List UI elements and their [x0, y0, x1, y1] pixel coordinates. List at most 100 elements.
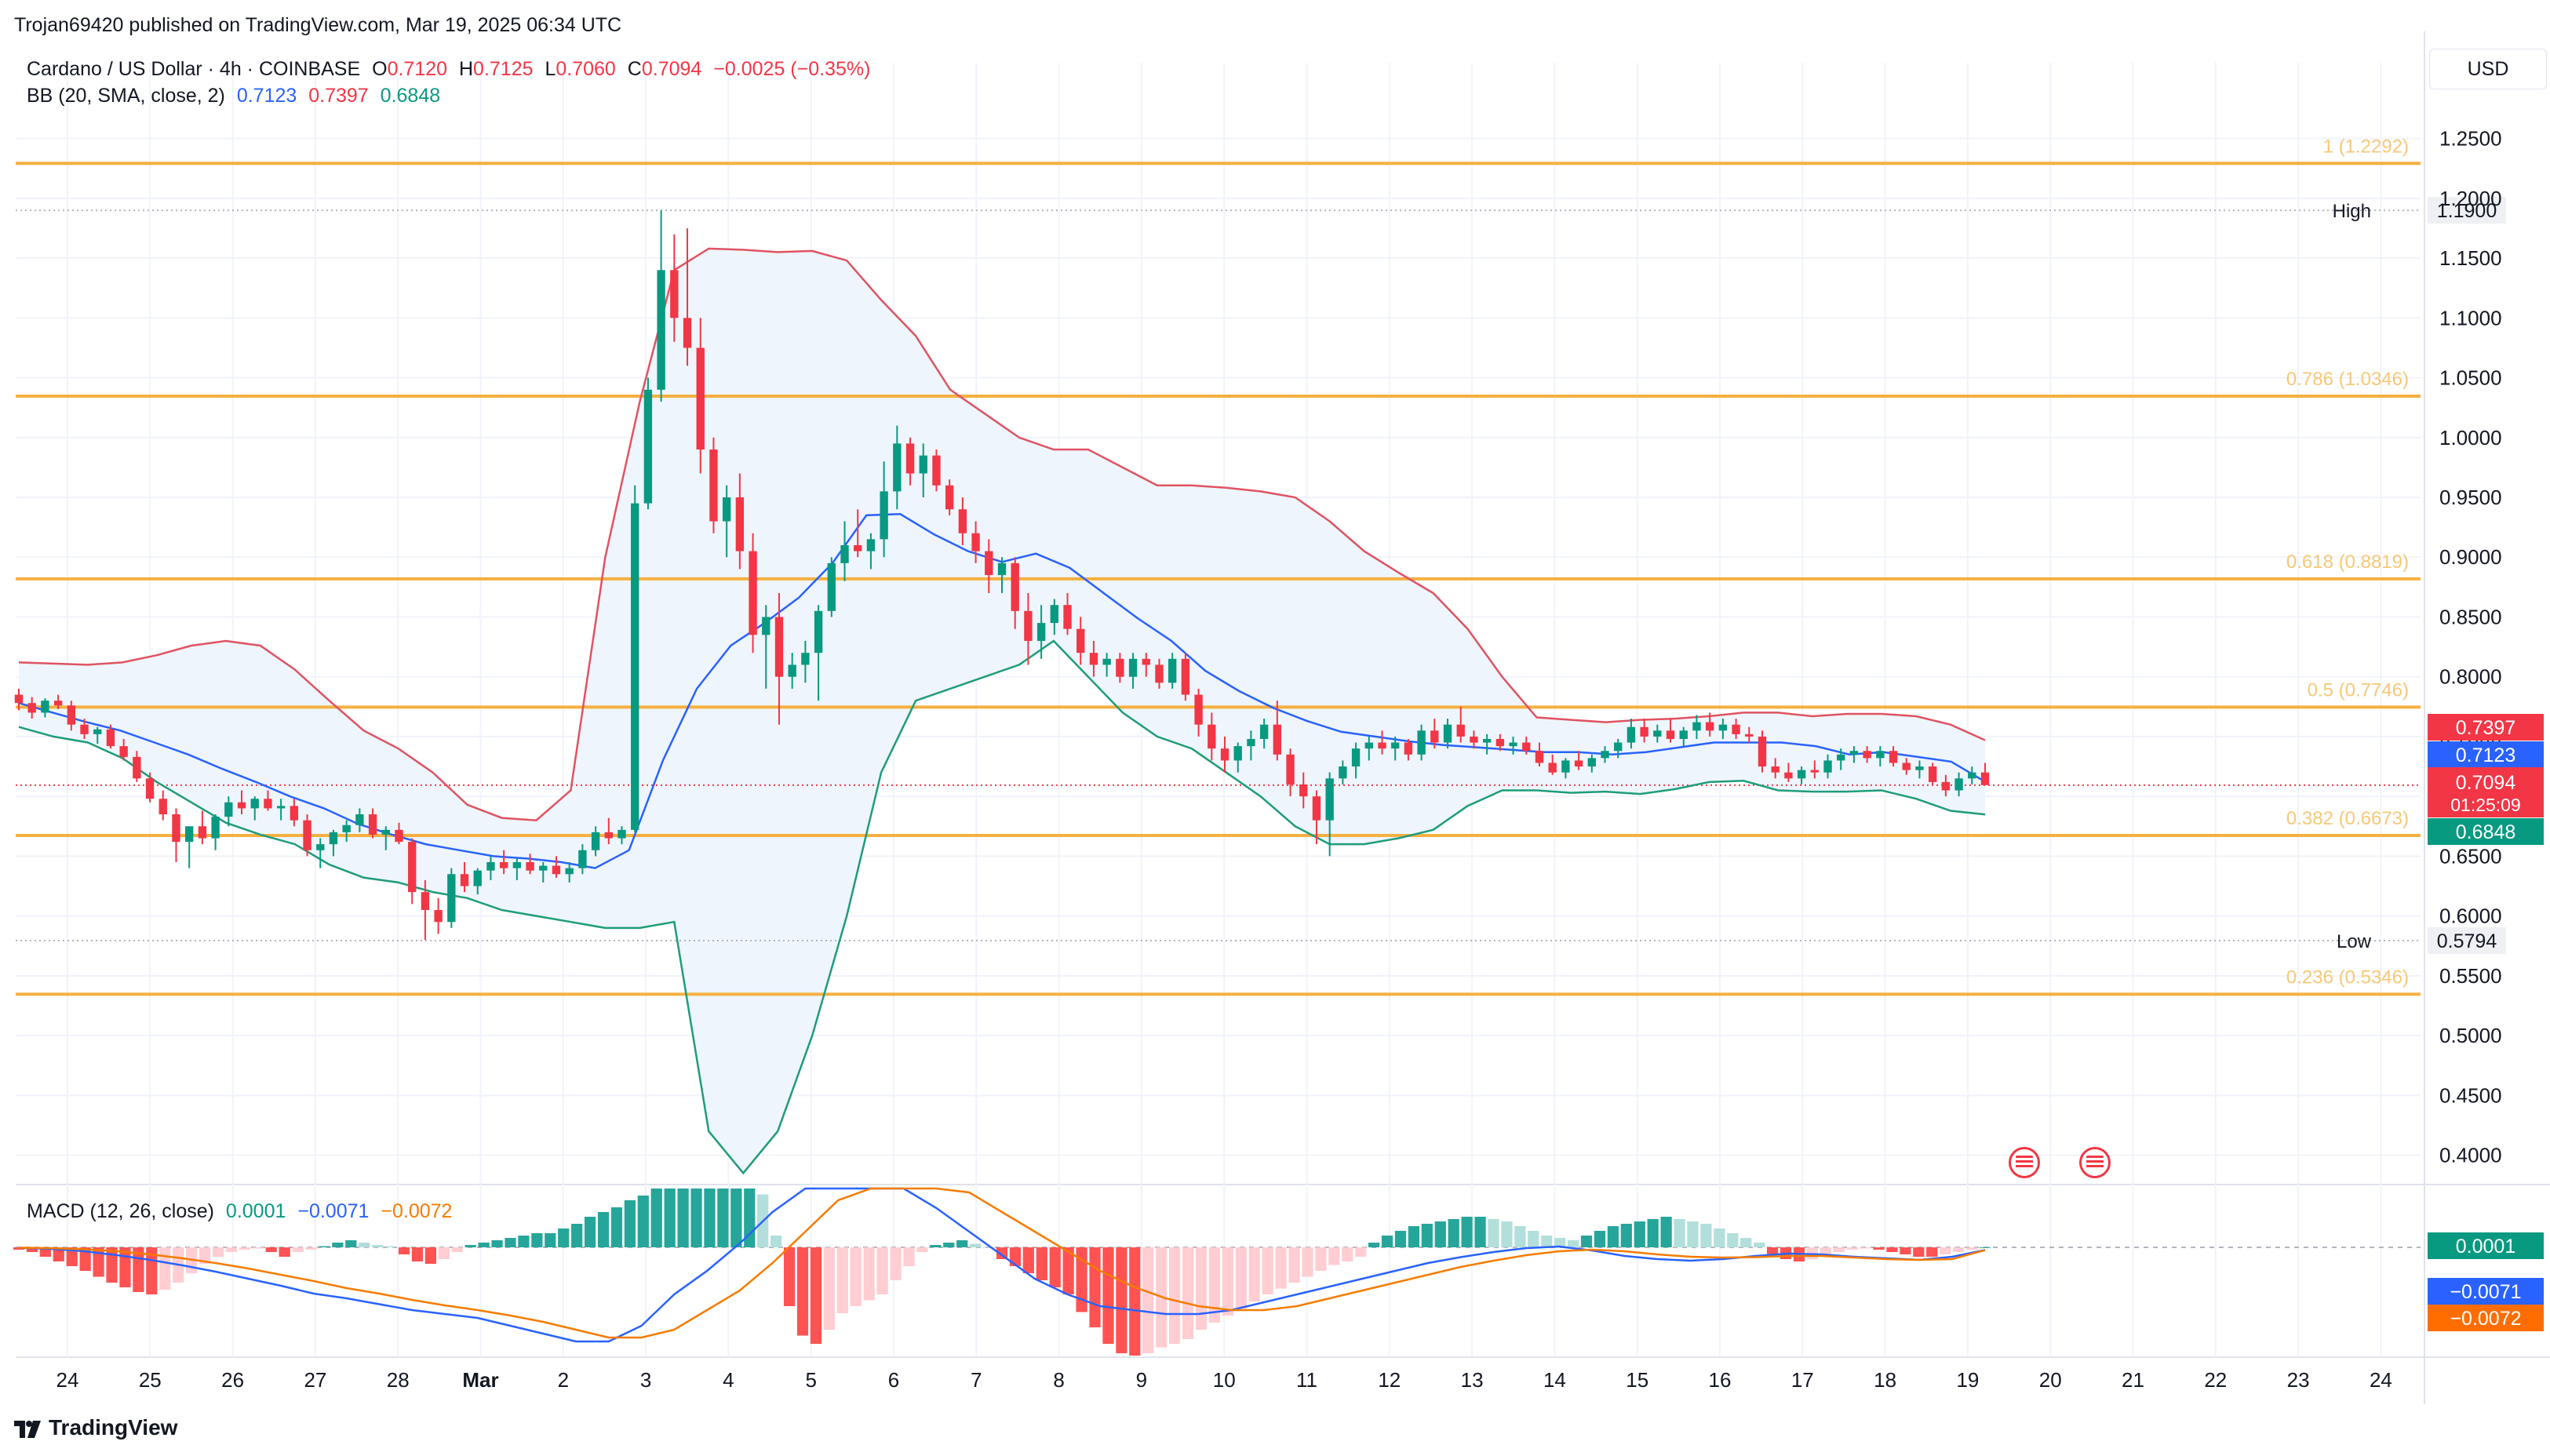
candle-body: [1259, 724, 1269, 739]
macd-histogram-bar: [970, 1243, 982, 1247]
candle-body: [827, 562, 836, 611]
macd-histogram-bar: [597, 1212, 610, 1247]
candle-body: [1417, 730, 1426, 755]
candle-body: [631, 503, 639, 830]
macd-histogram-bar: [1328, 1247, 1340, 1265]
candle-body: [473, 870, 482, 886]
macd-histogram-bar: [610, 1207, 623, 1247]
bb-legend[interactable]: BB (20, SMA, close, 2) 0.7123 0.7397 0.6…: [27, 85, 440, 107]
macd-histogram-bar: [850, 1247, 862, 1306]
macd-histogram-bar: [717, 1188, 729, 1247]
high-low-lines: High 1.1900 Low 0.5794: [16, 197, 2506, 955]
macd-histogram-bar: [106, 1247, 118, 1283]
candle-body: [945, 485, 954, 510]
macd-histogram-bar: [1528, 1231, 1539, 1247]
candle-body: [290, 806, 299, 821]
x-tick-label: 24: [2370, 1368, 2392, 1392]
signal-line: [18, 1187, 1986, 1339]
macd-histogram-bar: [212, 1247, 224, 1257]
macd-histogram-bar: [1674, 1219, 1685, 1247]
macd-histogram-bar: [319, 1246, 330, 1247]
macd-histogram-bar: [478, 1243, 490, 1247]
candle-body: [1220, 748, 1229, 761]
macd-histogram-bar: [1355, 1247, 1367, 1257]
candle-body: [1181, 658, 1190, 695]
candle-body: [1797, 770, 1806, 779]
candle-body: [237, 802, 246, 809]
candle-body: [1495, 738, 1505, 747]
candle-body: [1063, 605, 1072, 629]
candle-body: [1509, 742, 1517, 747]
bb-basis-text: 0.7123: [2456, 744, 2515, 766]
x-tick-label: 22: [2204, 1368, 2227, 1392]
us-event-flag-icon[interactable]: [2009, 1147, 2040, 1178]
candle-body: [1928, 766, 1937, 782]
macd-histogram-bar: [345, 1240, 357, 1247]
fib-label: 0.5 (0.7746): [2308, 679, 2409, 701]
macd-histogram-bar: [66, 1247, 78, 1266]
high_marker-label: High: [2333, 201, 2371, 222]
macd-histogram-bar: [1262, 1247, 1273, 1294]
macd-histogram-bar: [876, 1247, 888, 1294]
macd-histogram-bar: [1594, 1231, 1606, 1247]
macd-histogram-bar: [545, 1233, 556, 1247]
macd-histogram-bar: [1302, 1247, 1313, 1277]
close-label: C: [627, 58, 642, 80]
candle-body: [578, 850, 587, 868]
macd-histogram-bar: [252, 1247, 264, 1249]
macd-histogram-bar: [863, 1247, 875, 1301]
x-tick-label: 15: [1626, 1368, 1648, 1392]
bb-fill-area: [19, 248, 1985, 1174]
candle-body: [486, 862, 495, 871]
macd-histogram-bar: [1342, 1247, 1353, 1261]
macd-histogram-bar: [664, 1188, 676, 1247]
candles: [14, 210, 1990, 941]
time-axis: 24 25 26 27 28 Mar 2 3 4 5 6 7 8 9 10 11 12 13 14 15 16 17 18 1…: [56, 1368, 2392, 1392]
low-label: L: [545, 58, 556, 80]
macd-histogram-bar: [1275, 1247, 1287, 1289]
candle-body: [53, 701, 63, 706]
macd-legend[interactable]: MACD (12, 26, close) 0.0001 −0.0071 −0.0…: [27, 1200, 452, 1223]
bb-lower-badge: [2428, 818, 2544, 845]
x-tick-label: 17: [1791, 1368, 1814, 1392]
macd-signal-value: −0.0072: [381, 1200, 453, 1222]
candle-body: [657, 270, 665, 390]
x-tick-label: 10: [1213, 1368, 1236, 1392]
x-tick-label: Mar: [462, 1368, 498, 1392]
macd-histogram-bar: [1926, 1247, 1938, 1257]
candle-body: [1561, 760, 1570, 773]
macd-histogram-bar: [1368, 1243, 1380, 1247]
candle-body: [617, 829, 626, 839]
candle-body: [1915, 766, 1924, 770]
macd-histogram-bar: [1062, 1247, 1074, 1294]
currency-button[interactable]: USD: [2429, 49, 2547, 89]
macd-histogram-bar: [438, 1247, 450, 1259]
macd-histogram-bar: [1208, 1247, 1221, 1323]
macd-histogram-bar: [1913, 1247, 1925, 1257]
candle-body: [434, 910, 443, 923]
candle-body: [1968, 772, 1976, 779]
open-label: O: [372, 58, 388, 80]
macd-histogram-bar: [279, 1247, 290, 1257]
y-tick-label: 1.2000: [2439, 187, 2502, 210]
macd-histogram-bar: [199, 1247, 211, 1264]
candle-body: [93, 729, 102, 734]
us-event-flag-icon[interactable]: [2079, 1147, 2111, 1178]
candle-body: [316, 844, 325, 850]
candle-body: [1587, 758, 1596, 767]
macd-histogram-bar: [1607, 1226, 1619, 1247]
candle-body: [932, 455, 941, 486]
y-tick-label: 0.4500: [2439, 1083, 2502, 1107]
macd-histogram-bar: [411, 1247, 424, 1261]
candle-body: [447, 874, 456, 923]
x-tick-label: 7: [971, 1368, 982, 1392]
candle-body: [919, 455, 927, 474]
x-tick-label: 8: [1053, 1368, 1064, 1392]
candle-body: [41, 701, 49, 713]
bb-basis-value: 0.7123: [236, 85, 297, 107]
candle-body: [1732, 724, 1740, 734]
candle-body: [1024, 610, 1033, 641]
macd-histogram-bar: [1248, 1247, 1260, 1301]
